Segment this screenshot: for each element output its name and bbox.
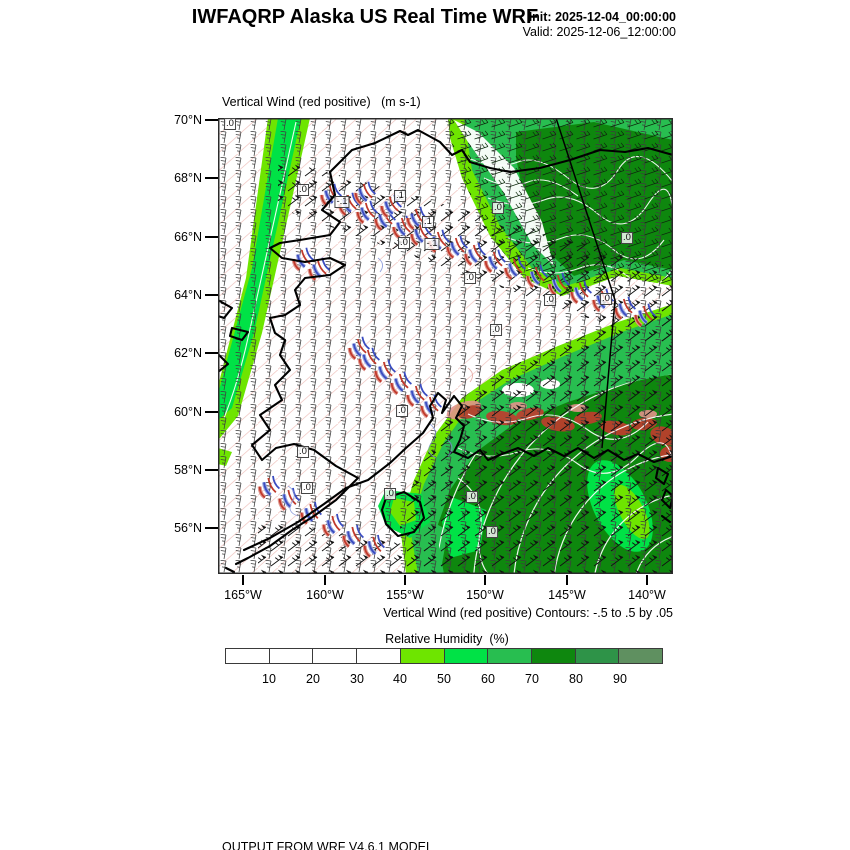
contour-label: .0 — [544, 294, 556, 306]
contour-label: .0 — [486, 526, 498, 538]
lon-tick — [646, 575, 648, 585]
colorbar-cell — [575, 649, 620, 663]
contour-label: .0 — [224, 118, 236, 130]
colorbar-tick: 40 — [393, 672, 407, 686]
colorbar-title: Relative Humidity (%) — [385, 632, 509, 646]
contour-label: .0 — [492, 202, 504, 214]
lat-tick — [205, 352, 218, 354]
lon-tick — [484, 575, 486, 585]
lat-label: 62°N — [174, 346, 202, 360]
page-title: IWFAQRP Alaska US Real Time WRF — [191, 6, 539, 28]
run-info: Init: 2025-12-04_00:00:00 Valid: 2025-12… — [440, 10, 676, 40]
contour-label: .0 — [464, 272, 476, 284]
lon-label: 165°W — [224, 588, 262, 602]
lat-tick — [205, 469, 218, 471]
map-frame — [218, 118, 673, 574]
lon-tick — [242, 575, 244, 585]
colorbar-tick: 20 — [306, 672, 320, 686]
lat-label: 56°N — [174, 521, 202, 535]
colorbar-cell — [531, 649, 576, 663]
map-area: .0 .0 -.1 .1 .0 .1 .0 -.1 .0 .0 .0 .0 .0… — [216, 117, 680, 574]
lon-tick — [324, 575, 326, 585]
wind-barbs-south — [258, 518, 458, 574]
lat-tick — [205, 236, 218, 238]
colorbar-cell — [444, 649, 489, 663]
colorbar-tick: 30 — [350, 672, 364, 686]
lat-tick — [205, 294, 218, 296]
contour-label: .1 — [394, 190, 406, 202]
map-canvas — [216, 117, 680, 574]
lon-label: 145°W — [548, 588, 586, 602]
lat-label: 68°N — [174, 171, 202, 185]
lat-label: 66°N — [174, 230, 202, 244]
colorbar-tick: 90 — [613, 672, 627, 686]
lat-label: 58°N — [174, 463, 202, 477]
lon-label: 160°W — [306, 588, 344, 602]
lat-tick — [205, 527, 218, 529]
lat-tick — [205, 119, 218, 121]
colorbar — [225, 648, 663, 664]
colorbar-tick: 10 — [262, 672, 276, 686]
colorbar-cell — [269, 649, 314, 663]
colorbar-cell — [357, 649, 401, 663]
lat-tick — [205, 177, 218, 179]
valid-time: Valid: 2025-12-06_12:00:00 — [522, 25, 676, 39]
lon-tick — [566, 575, 568, 585]
lat-label: 70°N — [174, 113, 202, 127]
contour-label: .1 — [422, 216, 434, 228]
colorbar-cell — [619, 649, 663, 663]
contour-label: .0 — [621, 232, 633, 244]
contour-label: .0 — [384, 488, 396, 500]
footer-model-line: OUTPUT FROM WRF V4.6.1 MODEL — [222, 840, 433, 850]
contour-label: .0 — [466, 491, 478, 503]
legend-line-vertical-wind: Vertical Wind (red positive) (m s-1) — [222, 95, 421, 109]
contour-note: Vertical Wind (red positive) Contours: -… — [383, 606, 673, 620]
init-time: Init: 2025-12-04_00:00:00 — [528, 10, 676, 24]
model-footer: OUTPUT FROM WRF V4.6.1 MODEL WE = 225 ; … — [222, 810, 714, 850]
contour-label: .0 — [297, 184, 309, 196]
colorbar-cell — [488, 649, 532, 663]
contour-label: -.1 — [424, 238, 440, 250]
alaska-canada-border — [555, 117, 616, 449]
contour-label: .0 — [398, 237, 410, 249]
coastlines — [216, 128, 675, 574]
colorbar-cell — [400, 649, 445, 663]
colorbar-tick: 50 — [437, 672, 451, 686]
lon-tick — [404, 575, 406, 585]
colorbar-cell — [313, 649, 358, 663]
contour-label: .0 — [490, 324, 502, 336]
contour-label: .0 — [301, 482, 313, 494]
colorbar-tick: 70 — [525, 672, 539, 686]
lat-label: 64°N — [174, 288, 202, 302]
colorbar-cell — [226, 649, 270, 663]
lon-label: 140°W — [628, 588, 666, 602]
wind-barbs-upper-right — [448, 118, 673, 296]
contour-label: .0 — [297, 446, 309, 458]
lat-tick — [205, 411, 218, 413]
contour-label: .0 — [396, 405, 408, 417]
colorbar-tick: 60 — [481, 672, 495, 686]
lon-label: 155°W — [386, 588, 424, 602]
lat-label: 60°N — [174, 405, 202, 419]
colorbar-tick: 80 — [569, 672, 583, 686]
wind-barbs-gulf — [400, 304, 673, 574]
weak-coastal-contours — [287, 257, 473, 517]
contour-label: .0 — [600, 293, 612, 305]
lon-label: 150°W — [466, 588, 504, 602]
contour-label: -.1 — [334, 196, 350, 208]
